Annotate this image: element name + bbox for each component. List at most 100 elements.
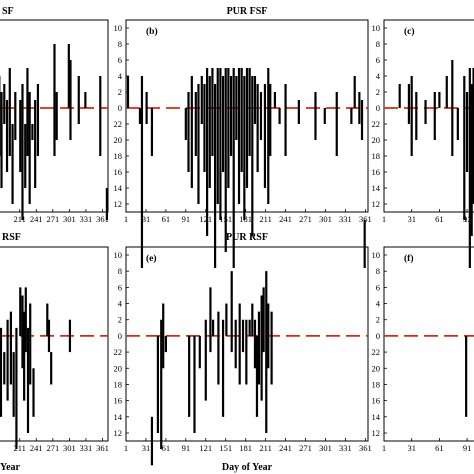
x-tick-label: 361 <box>96 214 109 224</box>
x-tick-label: 271 <box>46 443 59 453</box>
y-tick-label: 20 <box>372 363 381 373</box>
y-tick-label: 22 <box>372 347 381 357</box>
y-tick-label: 6 <box>376 55 380 65</box>
y-tick-label: 8 <box>118 266 122 276</box>
x-tick-label: 121 <box>199 443 212 453</box>
x-tick-label: 1 <box>382 443 386 453</box>
x-tick-label: 241 <box>30 214 43 224</box>
panel-label: (b) <box>146 26 158 37</box>
y-tick-label: 14 <box>372 412 381 422</box>
y-tick-label: 2 <box>118 87 122 97</box>
x-axis-label-fragment-left: Year <box>0 462 21 473</box>
panel-title-top-left: SF <box>2 6 14 17</box>
y-tick-label: 22 <box>372 119 381 129</box>
y-tick-label: 18 <box>372 151 381 161</box>
x-tick-label: 1 <box>382 214 386 224</box>
y-tick-label: 0 <box>118 103 122 113</box>
y-tick-label: 2 <box>376 315 380 325</box>
x-tick-label: 12 <box>464 214 473 224</box>
y-tick-label: 12 <box>114 199 123 209</box>
x-tick-label: 31 <box>142 443 151 453</box>
x-tick-label: 241 <box>30 443 43 453</box>
y-tick-label: 4 <box>118 71 123 81</box>
panel-label: (f) <box>404 253 414 264</box>
x-tick-label: 91 <box>463 214 472 224</box>
x-tick-label: 241 <box>279 214 292 224</box>
x-tick-label: 361 <box>359 214 372 224</box>
x-tick-label: 121 <box>199 214 212 224</box>
panel-label: (c) <box>404 26 415 37</box>
axes-frame <box>0 19 109 213</box>
x-tick-label: 271 <box>46 214 59 224</box>
x-tick-label: 1 <box>124 443 128 453</box>
x-tick-label: 91 <box>182 214 191 224</box>
y-tick-label: 0 <box>376 331 380 341</box>
x-tick-label: 31 <box>407 214 416 224</box>
x-tick-label: 331 <box>80 443 93 453</box>
y-tick-label: 18 <box>114 379 123 389</box>
y-tick-label: 6 <box>118 55 122 65</box>
y-tick-label: 20 <box>114 363 123 373</box>
x-tick-label: 271 <box>299 443 312 453</box>
y-tick-label: 10 <box>114 23 123 33</box>
y-tick-label: 8 <box>118 39 122 49</box>
x-tick-label: 31 <box>142 214 151 224</box>
y-tick-label: 16 <box>372 396 381 406</box>
y-tick-label: 4 <box>118 299 123 309</box>
y-tick-label: 2 <box>118 315 122 325</box>
y-tick-label: 12 <box>372 199 381 209</box>
panel-label: (e) <box>146 253 157 264</box>
y-tick-label: 14 <box>114 183 123 193</box>
y-tick-label: 14 <box>372 183 381 193</box>
x-tick-label: 331 <box>339 214 352 224</box>
x-tick-label: 91 <box>182 443 191 453</box>
axes-frame <box>125 246 369 442</box>
axes-frame <box>383 246 474 442</box>
y-tick-label: 4 <box>376 299 381 309</box>
panel-b: 1086420222018161412131619112115118121124… <box>114 19 372 268</box>
panel-left-bottom: 211 241 271 301 331 361 <box>0 246 109 453</box>
y-tick-label: 0 <box>118 331 122 341</box>
y-tick-label: 18 <box>114 151 123 161</box>
x-axis-label: Day of Year <box>222 462 273 473</box>
panel-title-e: PUR RSF <box>226 232 268 243</box>
axes-frame <box>383 19 474 213</box>
x-tick-label: 151 <box>219 443 232 453</box>
x-tick-label: 211 <box>14 214 26 224</box>
x-tick-label: 361 <box>359 443 372 453</box>
y-tick-label: 22 <box>114 347 123 357</box>
panel-title-bottom-left: RSF <box>2 232 21 243</box>
y-tick-label: 20 <box>114 135 123 145</box>
x-tick-label: 241 <box>279 443 292 453</box>
axes-frame <box>125 19 369 213</box>
y-tick-label: 16 <box>114 396 123 406</box>
x-tick-label: 211 <box>14 443 26 453</box>
x-tick-label: 301 <box>63 214 76 224</box>
x-tick-label: 61 <box>435 214 444 224</box>
y-tick-label: 2 <box>376 87 380 97</box>
y-tick-label: 12 <box>372 428 381 438</box>
y-tick-label: 18 <box>372 379 381 389</box>
y-tick-label: 16 <box>372 167 381 177</box>
y-tick-label: 12 <box>114 428 123 438</box>
y-tick-label: 10 <box>372 23 381 33</box>
y-tick-label: 4 <box>376 71 381 81</box>
y-tick-label: 8 <box>376 39 380 49</box>
y-tick-label: 0 <box>376 103 380 113</box>
y-tick-label: 22 <box>114 119 123 129</box>
x-tick-label: 211 <box>259 443 271 453</box>
x-tick-label: 1 <box>124 214 128 224</box>
x-tick-label: 61 <box>162 214 171 224</box>
x-tick-label: 271 <box>299 214 312 224</box>
x-tick-label: 301 <box>63 443 76 453</box>
panel-left-top: 211 241 271 301 331 361 <box>0 19 109 224</box>
x-tick-label: 91 <box>463 443 472 453</box>
x-tick-label: 331 <box>80 214 93 224</box>
y-tick-label: 8 <box>376 266 380 276</box>
y-tick-label: 16 <box>114 167 123 177</box>
x-tick-label: 361 <box>96 443 109 453</box>
y-tick-label: 10 <box>372 250 381 260</box>
y-tick-label: 10 <box>114 250 123 260</box>
